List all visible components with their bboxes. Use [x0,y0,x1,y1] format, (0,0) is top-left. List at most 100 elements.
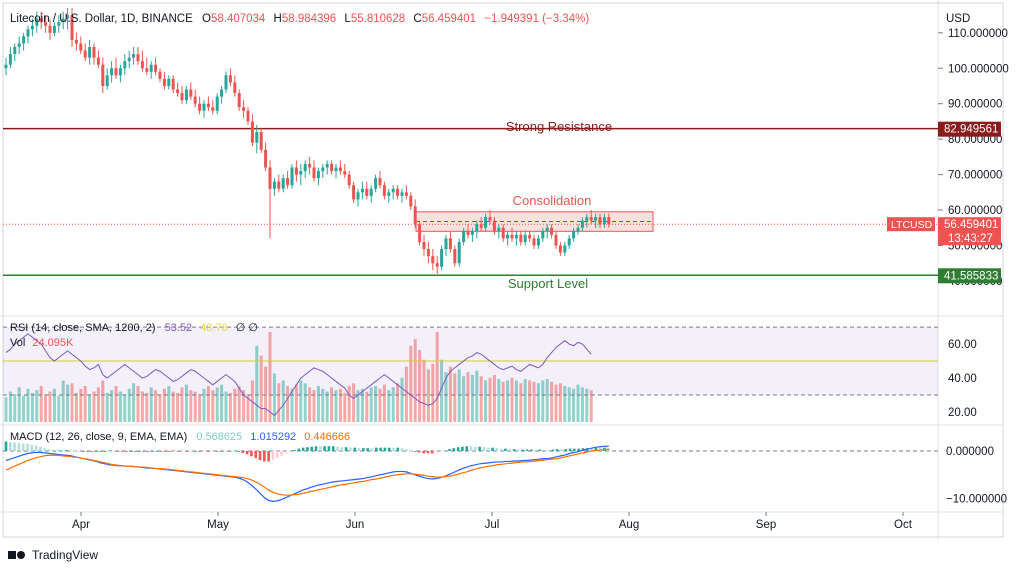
macd-histogram-bar [151,451,154,452]
candle-body [92,46,96,58]
volume-bar [470,374,474,422]
volume-bar [576,384,580,422]
volume-bar [167,386,171,422]
consolidation-annotation[interactable]: Consolidation [513,193,592,208]
candle-body [290,167,294,186]
macd-histogram-bar [43,448,47,451]
volume-bar [541,380,545,422]
candle-body [558,245,562,253]
volume-bar [585,388,589,422]
candle-body [198,103,202,111]
macd-histogram-bar [456,447,460,451]
macd-tick-label: 0.000000 [946,446,994,458]
volume-bar [519,383,523,422]
macd-histogram-bar [482,447,486,451]
volume-bar [220,384,224,422]
candle-body [488,217,492,221]
macd-histogram-bar [129,451,133,452]
volume-bar [475,370,479,422]
candle-body [184,89,188,101]
candle-body [378,178,382,186]
candle-body [193,96,197,104]
resistance-annotation[interactable]: Strong Resistance [506,119,612,134]
volume-bar [325,391,329,422]
volume-bar [484,380,488,422]
candle-body [374,178,378,189]
rsi-axis-ticks: 60.00 40.00 20.00 [948,339,977,419]
signal-line [5,448,609,496]
candle-body [162,78,166,86]
volume-bar [259,355,263,422]
volume-bar [563,386,567,422]
last-price-badge: LTCUSD 56.459401 13:43:27 [887,217,1001,246]
volume-bar [255,345,259,422]
candle-body [528,234,532,239]
volume-bar [224,391,228,422]
volume-bar [136,386,140,422]
volume-bar [400,377,404,422]
volume-bar [70,383,74,422]
close-label: C [413,13,421,25]
macd-histogram-bar [387,447,391,451]
macd-histogram-bar [198,451,202,452]
macd-histogram-bar [52,449,55,451]
candle-body [387,192,391,196]
support-annotation[interactable]: Support Level [508,276,588,291]
macd-histogram-bar [77,451,81,452]
macd-histogram-bar [301,447,305,451]
volume-bar [418,350,422,422]
macd-histogram-bar [534,449,537,451]
candle-body [70,15,74,40]
candle-body [250,121,254,143]
candle-body [440,249,444,267]
macd-histogram-bar [452,448,456,451]
macd-histogram-bar [551,449,555,451]
macd-histogram-bar [280,451,283,456]
candle-body [167,78,171,86]
macd-histogram-bar [176,451,180,452]
candle-body [242,107,246,111]
volume-bar [382,384,386,422]
macd-histogram-bar [194,451,197,452]
candle-body [303,163,307,172]
volume-bar [369,387,373,422]
candle-body [145,68,149,72]
volume-bar [123,394,127,422]
volume-bar [431,363,435,422]
volume-bar [294,384,298,422]
macd-histogram-bar [211,451,214,452]
candle-body [554,234,558,246]
tradingview-branding[interactable]: TradingView [8,548,98,562]
macd-histogram-bar [478,446,481,451]
candle-body [286,178,290,186]
volume-bar [338,388,342,422]
macd-histogram-bar [439,451,443,452]
volume-bar [396,383,400,422]
candle-body [149,64,153,72]
candle-body [435,263,439,267]
candle-body [580,220,584,228]
last-price-text: 56.459401 [944,219,998,231]
macd-histogram-bar [26,443,29,451]
low-label: L [344,13,351,25]
time-tick-label: Apr [72,519,90,531]
macd-histogram-bar [521,449,524,451]
candlestick-series [4,8,611,274]
candle-body [352,185,356,200]
vol-legend-value: 24.095K [32,337,74,349]
volume-bar [22,395,26,422]
macd-histogram-bar [323,446,326,451]
volume-bar [114,386,118,422]
volume-bar [176,392,180,422]
candle-body [228,75,232,83]
candle-body [444,238,448,250]
volume-bar [96,387,100,422]
macd-histogram-bar [17,442,21,451]
macd-histogram-bar [418,451,421,453]
volume-series [4,332,593,422]
macd-histogram-bar [125,451,128,452]
macd-histogram-bar [250,451,253,457]
candle-body [96,57,100,65]
volume-bar [528,380,532,422]
